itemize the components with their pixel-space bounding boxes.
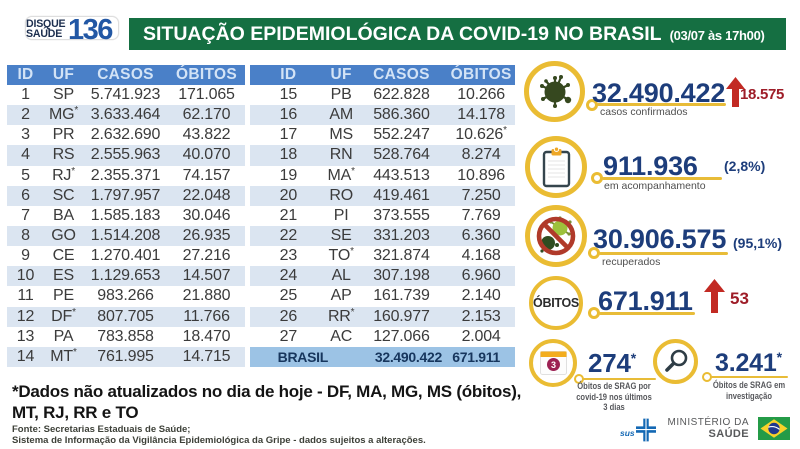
svg-text:3: 3	[550, 360, 555, 370]
